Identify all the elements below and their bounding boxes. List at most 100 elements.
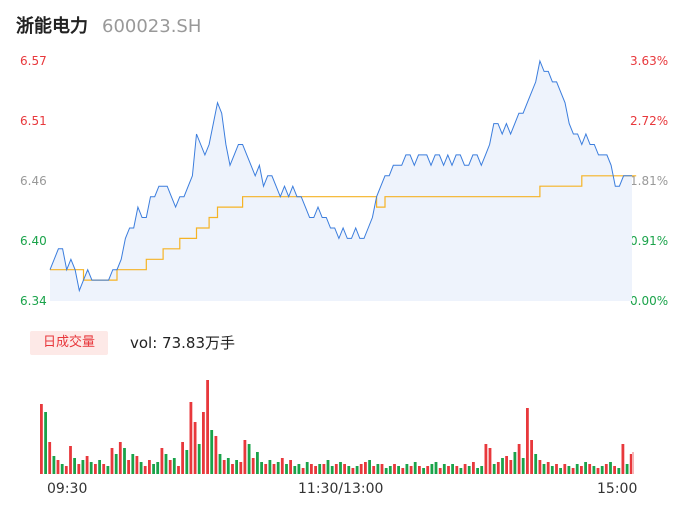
volume-bar [401, 468, 405, 474]
volume-bar [322, 464, 326, 474]
volume-bar [447, 466, 450, 474]
volume-bar [505, 456, 508, 474]
volume-bar [181, 442, 184, 474]
volume-bar [351, 468, 355, 474]
volume-bar [384, 468, 388, 474]
volume-bar [422, 468, 425, 474]
volume-bar [530, 440, 533, 474]
volume-bar [509, 460, 513, 474]
volume-bar [177, 466, 180, 474]
pct-label-4: 0.91% [630, 234, 669, 248]
volume-bar [334, 464, 338, 474]
volume-bar [496, 462, 500, 474]
volume-bar [364, 462, 367, 474]
volume-bar [148, 460, 151, 474]
volume-bar [526, 408, 529, 474]
price-area-fill [50, 61, 632, 301]
volume-bar [285, 464, 288, 474]
volume-bar [372, 466, 376, 474]
volume-bar [102, 464, 106, 474]
volume-bar [189, 402, 193, 474]
volume-bar [559, 468, 562, 474]
volume-bar [297, 464, 301, 474]
volume-bar [413, 462, 417, 474]
volume-bar [318, 464, 322, 474]
volume-bar [584, 462, 587, 474]
volume-bar [438, 468, 442, 474]
volume-bar [264, 464, 268, 474]
volume-bar [347, 466, 351, 474]
pct-label-bottom: 0.00% [630, 294, 669, 308]
volume-bar [247, 444, 251, 474]
volume-bar [534, 454, 538, 474]
volume-bar [293, 466, 297, 474]
volume-bar [172, 458, 176, 474]
volume-bar [467, 466, 471, 474]
volume-readout: vol: 73.83万手 [130, 334, 235, 352]
volume-bar [455, 466, 459, 474]
volume-bar [588, 464, 592, 474]
volume-bar [231, 464, 234, 474]
volume-bar [580, 466, 583, 474]
volume-bar [301, 468, 305, 474]
volume-bar [118, 442, 122, 474]
volume-bar [596, 468, 600, 474]
volume-bar [409, 466, 413, 474]
volume-bar [405, 464, 409, 474]
volume-bar [563, 464, 567, 474]
volume-bar [359, 464, 363, 474]
volume-bar [81, 460, 85, 474]
volume-bar [123, 448, 126, 474]
volume-bar [550, 466, 554, 474]
volume-bar [459, 468, 463, 474]
volume-bar [289, 460, 292, 474]
price-label-4: 6.40 [20, 234, 47, 248]
volume-bar [376, 464, 380, 474]
volume-bar [463, 464, 467, 474]
volume-bar [235, 460, 238, 474]
volume-bar [314, 466, 317, 474]
time-label-open: 09:30 [47, 481, 88, 497]
volume-bar [131, 454, 135, 474]
volume-bar [143, 466, 147, 474]
volume-bar [546, 462, 550, 474]
volume-bar [139, 462, 143, 474]
volume-bar [476, 468, 479, 474]
volume-bar [110, 448, 114, 474]
volume-bar [629, 454, 633, 474]
pct-label-mid: 1.81% [630, 174, 669, 188]
volume-bar [613, 466, 616, 474]
volume-bar [442, 464, 446, 474]
volume-bar [617, 468, 621, 474]
stock-name: 浙能电力 [16, 16, 88, 37]
volume-bar [156, 462, 160, 474]
volume-bar [397, 466, 400, 474]
volume-bar [114, 454, 118, 474]
pct-label-top: 3.63% [630, 54, 669, 68]
average-price-line [50, 175, 637, 281]
price-line [49, 59, 632, 293]
volume-bar [210, 430, 214, 474]
volume-bar [418, 466, 421, 474]
volume-bar [388, 466, 392, 474]
volume-bar [98, 460, 101, 474]
volume-bar [206, 380, 209, 474]
volume-bar [488, 448, 492, 474]
volume-bar [56, 460, 60, 474]
volume-bar [268, 460, 272, 474]
volume-bar [239, 462, 243, 474]
volume-bar [127, 460, 130, 474]
volume-bar [492, 464, 496, 474]
volume-bar [94, 464, 97, 474]
volume-bar [226, 458, 230, 474]
volume-bar [310, 464, 313, 474]
volume-bar [343, 464, 346, 474]
volume-bar [600, 466, 604, 474]
volume-bar [218, 454, 222, 474]
volume-bar [135, 456, 139, 474]
volume-bar [380, 464, 384, 474]
volume-bar [40, 404, 43, 474]
volume-bar [571, 468, 575, 474]
volume-bar [44, 412, 47, 474]
volume-bar [513, 452, 517, 474]
